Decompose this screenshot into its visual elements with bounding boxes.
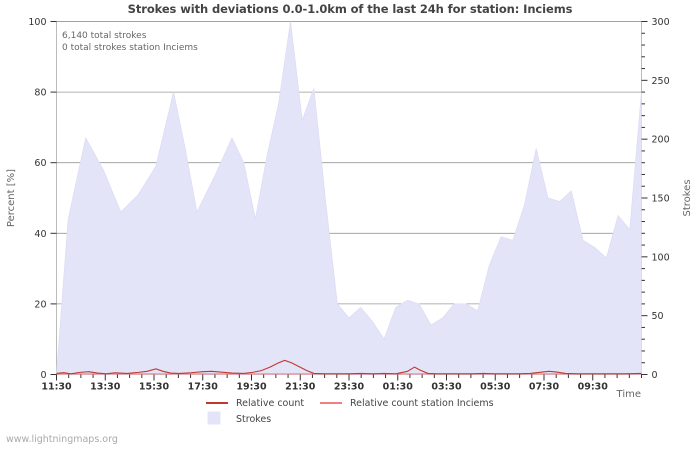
y-axis-right-tick-label: 50	[652, 311, 664, 322]
x-axis-tick-label: 05:30	[480, 382, 511, 393]
y-axis-left: 0 20 40 60 80 100	[28, 17, 57, 381]
y-axis-left-tick-label: 80	[34, 88, 46, 99]
relative-count-line	[56, 359, 642, 375]
legend-swatch-strokes	[207, 411, 221, 425]
x-axis-tick-label: 07:30	[529, 382, 560, 393]
y-axis-left-tick-label: 60	[34, 158, 46, 169]
y-axis-right-title: Strokes	[682, 179, 693, 216]
x-axis-tick-label: 09:30	[578, 382, 609, 393]
footer-watermark: www.lightningmaps.org	[6, 434, 118, 445]
y-axis-left-tick-label: 100	[28, 17, 46, 28]
x-axis-tick-label: 11:30	[41, 382, 72, 393]
annotation-total-strokes-station: 0 total strokes station Inciems	[62, 43, 198, 53]
x-axis-tick-label: 19:30	[236, 382, 267, 393]
chart-title: Strokes with deviations 0.0-1.0km of the…	[127, 2, 573, 16]
y-axis-right: 0 50 100 150 200 250 300	[641, 17, 670, 381]
y-axis-right-tick-label: 250	[652, 76, 670, 87]
x-axis-tick-label: 17:30	[188, 382, 219, 393]
legend-label-strokes: Strokes	[236, 414, 271, 425]
x-axis: 11:30 13:30 15:30 17:30 19:30 21:30 23:30 01:30…	[41, 374, 642, 393]
y-axis-right-tick-label: 100	[652, 252, 670, 263]
y-axis-left-tick-label: 20	[34, 299, 46, 310]
x-axis-tick-label: 13:30	[90, 382, 121, 393]
x-axis-tick-label: 23:30	[334, 382, 365, 393]
y-axis-right-tick-label: 150	[652, 194, 670, 205]
y-axis-left-tick-label: 0	[40, 370, 46, 381]
x-axis-tick-label: 03:30	[431, 382, 462, 393]
y-axis-left-title: Percent [%]	[6, 169, 17, 227]
y-axis-right-tick-label: 200	[652, 135, 670, 146]
strokes-area	[56, 21, 642, 375]
annotation-total-strokes: 6,140 total strokes	[62, 31, 147, 41]
x-axis-tick-label: 15:30	[139, 382, 170, 393]
x-axis-tick-label: 01:30	[383, 382, 414, 393]
x-axis-title: Time	[616, 389, 641, 400]
y-axis-right-tick-label: 0	[652, 370, 658, 381]
y-axis-left-tick-label: 40	[34, 229, 46, 240]
legend-label-relative-count-station: Relative count station Inciems	[350, 398, 494, 409]
x-axis-tick-label: 21:30	[285, 382, 316, 393]
legend: Relative count Relative count station In…	[206, 398, 494, 425]
legend-label-relative-count: Relative count	[236, 398, 304, 409]
y-axis-right-tick-label: 300	[652, 17, 670, 28]
